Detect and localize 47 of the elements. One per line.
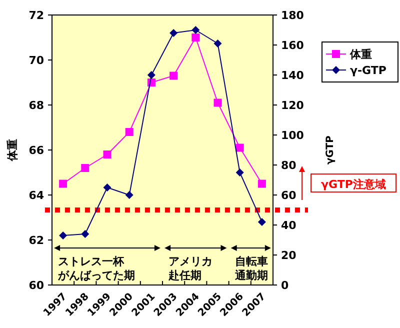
annotation: 通勤期 xyxy=(234,269,268,282)
point xyxy=(192,26,200,34)
y2-tick-label: 120 xyxy=(281,99,304,112)
y2-tick-label: 80 xyxy=(281,159,297,172)
point xyxy=(258,180,266,188)
point xyxy=(170,29,178,37)
y-tick-label: 64 xyxy=(28,189,44,202)
point xyxy=(214,40,222,48)
y2-tick-label: 160 xyxy=(281,39,304,52)
point xyxy=(81,230,90,238)
point xyxy=(125,191,134,199)
y-tick-label: 60 xyxy=(28,279,44,292)
y-tick-label: 66 xyxy=(28,144,44,157)
y2-tick-label: 140 xyxy=(281,69,304,82)
y-tick-label: 62 xyxy=(28,234,44,247)
annotation: ストレス一杯 xyxy=(58,255,126,268)
y-tick-label: 72 xyxy=(28,9,44,22)
point xyxy=(103,150,112,158)
legend-label: 体重 xyxy=(349,48,372,61)
y2-tick-label: 60 xyxy=(281,189,297,202)
y2-tick-label: 40 xyxy=(281,219,297,232)
point xyxy=(192,34,200,42)
point xyxy=(214,98,222,107)
point xyxy=(59,232,68,240)
annotation: がんばってた期 xyxy=(57,269,136,282)
y2-axis-title: γGTP xyxy=(325,136,336,164)
legend-label: γ-GTP xyxy=(350,64,386,77)
y-tick-label: 68 xyxy=(28,99,44,112)
annotation: アメリカ xyxy=(168,255,213,268)
y2-tick-label: 180 xyxy=(281,9,304,22)
point xyxy=(236,144,244,152)
y2-tick-label: 100 xyxy=(281,129,304,142)
y-axis-title: 体重 xyxy=(6,139,19,162)
point xyxy=(103,184,112,192)
point xyxy=(59,180,68,188)
annotation: 赴任期 xyxy=(168,269,202,282)
annotation: 自転車 xyxy=(234,255,268,268)
point xyxy=(236,168,244,176)
y2-tick-label: 20 xyxy=(281,249,297,262)
y-tick-label: 70 xyxy=(28,54,44,67)
point xyxy=(81,164,90,172)
point xyxy=(258,218,266,226)
point xyxy=(170,72,178,80)
point xyxy=(125,128,134,136)
ref-line-label: γGTP注意域 xyxy=(321,178,386,191)
y2-tick-label: 0 xyxy=(281,279,289,292)
point xyxy=(147,71,156,79)
